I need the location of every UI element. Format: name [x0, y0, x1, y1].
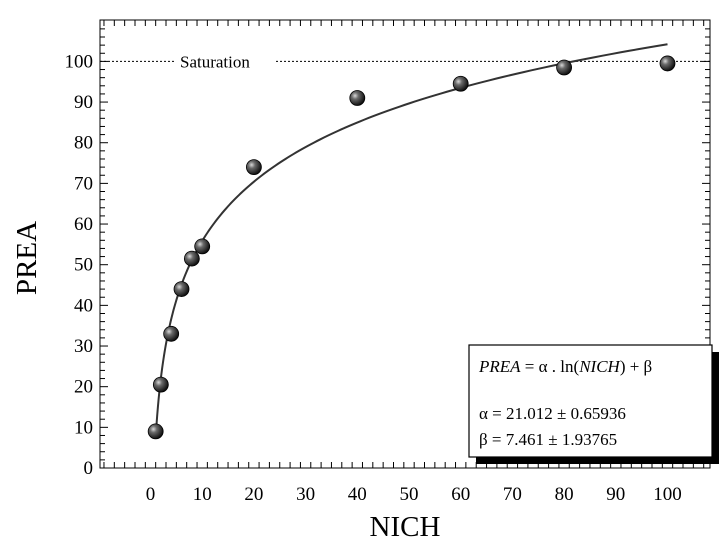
data-point: [349, 90, 366, 106]
x-tick-label: 0: [146, 484, 156, 505]
y-tick-label: 70: [74, 173, 93, 194]
equation-middle: = α . ln(: [521, 357, 580, 376]
data-point: [183, 250, 200, 267]
x-tick-label: 80: [555, 484, 574, 505]
saturation-label-background: [174, 52, 276, 71]
y-tick-label: 60: [74, 214, 93, 235]
data-point: [173, 281, 190, 297]
fit-equation: PREA = α . ln(NICH) + β: [478, 357, 652, 376]
plot-area-frame: [99, 19, 711, 469]
y-tick-label: 30: [74, 336, 93, 357]
equation-lhs: PREA: [478, 357, 521, 376]
x-tick-label: 30: [296, 484, 315, 505]
y-tick-label: 20: [74, 377, 93, 398]
y-tick-label: 0: [84, 458, 94, 479]
data-point: [152, 376, 169, 393]
y-tick-label: 100: [65, 51, 94, 72]
y-axis-tick-labels: 0 10 20 30 40 50 60 70 80 90 100: [65, 51, 94, 479]
x-tick-label: 60: [451, 484, 470, 505]
y-tick-label: 10: [74, 417, 93, 438]
alpha-value: α = 21.012 ± 0.65936: [479, 404, 626, 423]
x-tick-label: 100: [653, 484, 682, 505]
x-tick-label: 20: [244, 484, 263, 505]
box-panel: [468, 344, 713, 458]
data-point: [147, 423, 164, 440]
data-point: [163, 325, 180, 342]
equation-variable: NICH: [578, 357, 621, 376]
x-axis-tick-labels: 0 10 20 30 40 50 60 70 80 90 100: [146, 484, 682, 505]
y-tick-label: 80: [74, 133, 93, 154]
fit-parameters-box: PREA = α . ln(NICH) + β α = 21.012 ± 0.6…: [468, 344, 719, 464]
x-tick-label: 50: [400, 484, 419, 505]
beta-value: β = 7.461 ± 1.93765: [479, 430, 617, 449]
x-axis-title: NICH: [370, 511, 441, 541]
x-tick-label: 40: [348, 484, 367, 505]
x-tick-label: 90: [606, 484, 625, 505]
x-tick-label: 70: [503, 484, 522, 505]
y-tick-label: 50: [74, 255, 93, 276]
data-point: [194, 238, 211, 255]
y-tick-label: 40: [74, 295, 93, 316]
equation-end: ) + β: [620, 357, 652, 376]
data-point: [452, 75, 469, 92]
data-point: [245, 159, 262, 176]
y-axis-title: PREA: [11, 221, 43, 295]
saturation-label: Saturation: [180, 52, 250, 71]
y-tick-label: 90: [74, 92, 93, 113]
data-point: [659, 55, 676, 72]
data-point: [556, 59, 572, 76]
data-points: [147, 55, 676, 440]
x-tick-label: 10: [193, 484, 212, 505]
